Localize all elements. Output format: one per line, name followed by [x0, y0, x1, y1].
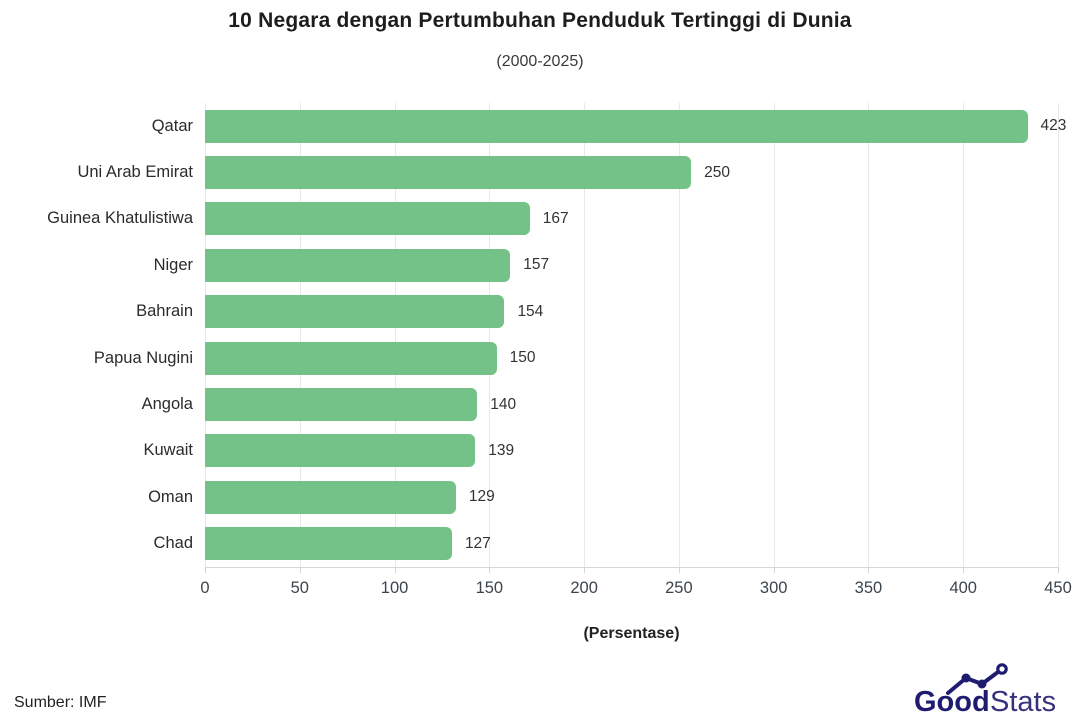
chart-title: 10 Negara dengan Pertumbuhan Penduduk Te… [228, 9, 852, 32]
row-plot-area: 129 [205, 474, 1080, 520]
bar-value-label: 129 [468, 488, 495, 506]
bar-value-label: 167 [542, 209, 569, 227]
category-label: Guinea Khatulistiwa [47, 209, 193, 228]
category-label: Niger [153, 255, 193, 274]
bar-uni-arab-emirat [205, 156, 692, 190]
bar-rows: Qatar 423 Uni Arab Emirat 250 Guinea Khatuli… [0, 103, 1080, 567]
tick-mark [205, 567, 206, 573]
bar-value-label: 127 [464, 534, 491, 552]
category-label: Bahrain [136, 302, 193, 321]
bar-value-label: 250 [704, 163, 730, 181]
row-plot-area: 154 [205, 289, 1080, 335]
logo-text-bold: Good [914, 686, 990, 716]
bar-row: Papua Nugini 150 [0, 335, 1080, 381]
bar-chad [205, 527, 452, 561]
bar-oman [205, 480, 456, 514]
row-plot-area: 150 [205, 335, 1080, 381]
bar-value-label: 150 [509, 349, 536, 367]
tick-label: 0 [200, 579, 210, 597]
bar-row: Qatar 423 [0, 103, 1080, 149]
bar-value-label: 140 [490, 395, 517, 413]
row-plot-area: 139 [205, 428, 1080, 474]
bar-qatar [205, 109, 1028, 143]
row-plot-area: 423 [205, 103, 1080, 149]
tick-label: 200 [570, 579, 598, 597]
bar-niger [205, 248, 511, 282]
bar-row: Kuwait 139 [0, 428, 1080, 474]
tick-mark [1058, 567, 1059, 573]
bar-papua-nugini [205, 341, 497, 375]
tick-mark [584, 567, 586, 573]
row-plot-area: 127 [205, 521, 1080, 567]
logo-text-light: Stats [990, 686, 1056, 716]
category-label: Papua Nugini [93, 348, 193, 367]
x-axis-line [205, 567, 1058, 568]
bar-row: Guinea Khatulistiwa 167 [0, 196, 1080, 242]
category-label: Angola [141, 395, 193, 414]
row-plot-area: 167 [205, 196, 1080, 242]
tick-mark [868, 567, 870, 573]
tick-mark [299, 567, 301, 573]
bar-value-label: 139 [488, 441, 515, 459]
bar-row: Bahrain 154 [0, 289, 1080, 335]
category-label: Uni Arab Emirat [77, 163, 193, 182]
goodstats-logo: Good Stats [914, 663, 1056, 716]
tick-label: 100 [380, 579, 409, 597]
row-plot-area: 157 [205, 242, 1080, 288]
x-axis-title: (Persentase) [583, 625, 680, 642]
bar-row: Chad 127 [0, 521, 1080, 567]
tick-mark [678, 567, 680, 573]
tick-label: 50 [290, 579, 309, 597]
category-label: Qatar [151, 116, 193, 135]
tick-mark [489, 567, 491, 573]
bar-row: Angola 140 [0, 381, 1080, 427]
tick-mark [963, 567, 965, 573]
bar-bahrain [205, 295, 505, 329]
tick-label: 150 [475, 579, 504, 597]
tick-label: 250 [665, 579, 693, 597]
bar-row: Niger 157 [0, 242, 1080, 288]
tick-label: 450 [1044, 579, 1072, 597]
bar-kuwait [205, 434, 476, 468]
row-plot-area: 140 [205, 381, 1080, 427]
row-plot-area: 250 [205, 149, 1080, 195]
category-label: Oman [148, 487, 193, 506]
tick-mark [394, 567, 396, 573]
tick-label: 400 [949, 579, 977, 597]
bar-chart: Qatar 423 Uni Arab Emirat 250 Guinea Khatuli… [0, 103, 1080, 597]
category-label: Kuwait [143, 441, 193, 460]
tick-mark [773, 567, 775, 573]
bar-value-label: 423 [1040, 117, 1067, 135]
tick-label: 350 [854, 579, 883, 597]
bar-row: Uni Arab Emirat 250 [0, 149, 1080, 195]
line-chart-doodle-icon [946, 663, 1008, 695]
bar-value-label: 157 [523, 256, 550, 274]
bar-value-label: 154 [517, 302, 544, 320]
bar-guinea-khatulistiwa [205, 202, 530, 236]
category-label: Chad [153, 534, 193, 553]
bar-row: Oman 129 [0, 474, 1080, 520]
tick-label: 300 [759, 579, 788, 597]
bar-angola [205, 388, 478, 422]
source-caption: Sumber: IMF [14, 694, 107, 711]
chart-subtitle: (2000-2025) [496, 53, 584, 70]
